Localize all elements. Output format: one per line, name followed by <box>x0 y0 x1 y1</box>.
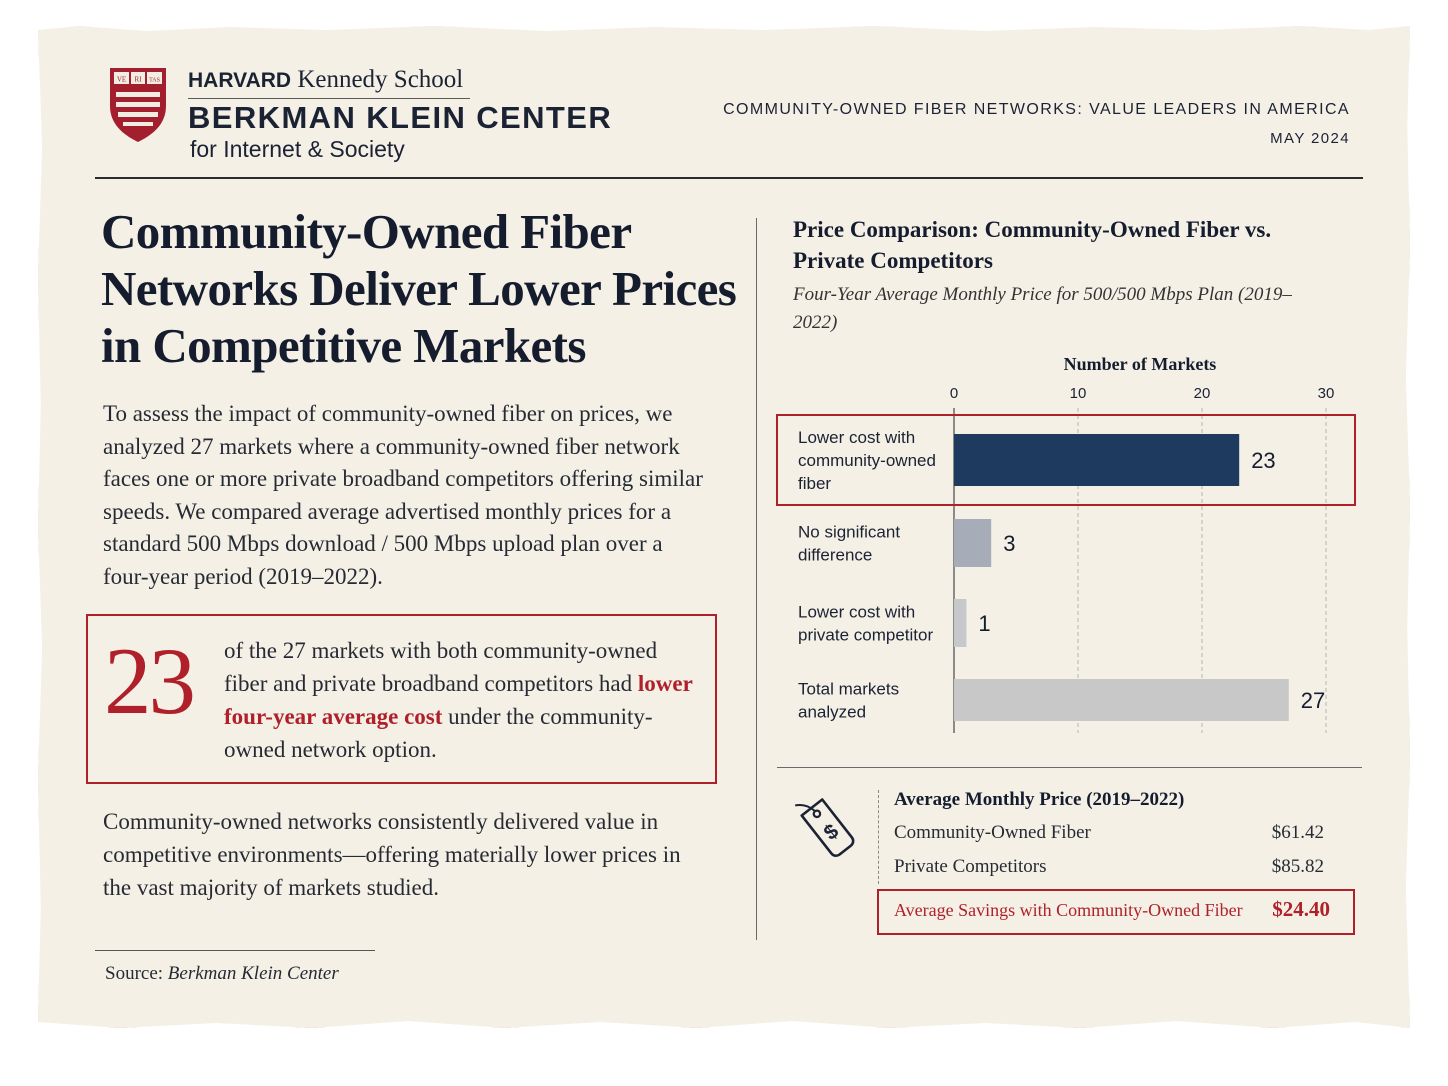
category-label: Lower cost with private competitor <box>798 603 933 645</box>
source-note: Source: Berkman Klein Center <box>105 963 339 985</box>
price-table-title: Average Monthly Price (2019–2022) <box>894 789 1185 810</box>
category-label-line: fiber <box>798 474 831 493</box>
bar <box>954 599 967 647</box>
category-label-line: private competitor <box>798 626 933 645</box>
bar <box>954 434 1240 486</box>
price-tag-dollar-icon: $ <box>794 798 855 858</box>
x-tick-label: 0 <box>950 385 958 402</box>
key-stat-highlight: lower four-year average cost <box>224 671 693 729</box>
category-label-line: No significant <box>798 523 900 542</box>
center-subtitle: for Internet & Society <box>190 136 405 162</box>
x-tick-label: 10 <box>1070 385 1087 402</box>
price-row-community-label: Community-Owned Fiber <box>894 822 1091 843</box>
bar-value-label: 1 <box>978 611 990 636</box>
school-name-underline <box>188 98 470 99</box>
category-label-line: Lower cost with <box>798 603 915 622</box>
paper-card <box>38 26 1410 1028</box>
series-title: COMMUNITY-OWNED FIBER NETWORKS: VALUE LE… <box>723 101 1350 118</box>
shield-text-3: TAS <box>149 78 160 84</box>
category-label: Lower cost with community-owned fiber <box>798 428 936 493</box>
source-label: Source: <box>105 963 168 984</box>
key-stat-number: 23 <box>104 628 196 734</box>
price-row-private-label: Private Competitors <box>894 856 1047 877</box>
shield-book-2 <box>131 72 145 84</box>
category-label-line: community-owned <box>798 451 936 470</box>
school-name: HARVARD Kennedy School <box>188 66 463 94</box>
section-divider <box>777 767 1362 768</box>
bar <box>954 519 992 567</box>
shield-book-3 <box>147 72 162 84</box>
savings-value: $24.40 <box>1272 897 1330 921</box>
price-row-community-value: $61.42 <box>1271 822 1324 843</box>
closing-paragraph: Community-owned networks consistently de… <box>103 809 681 900</box>
bar <box>954 679 1289 721</box>
publication-date: MAY 2024 <box>1270 130 1350 147</box>
intro-paragraph: To assess the impact of community-owned … <box>103 401 703 589</box>
category-label: Total markets analyzed <box>798 680 899 722</box>
shield-text-2: RI <box>135 76 143 84</box>
header-divider <box>95 177 1363 179</box>
source-divider <box>95 950 375 951</box>
price-row-private-value: $85.82 <box>1271 856 1324 877</box>
shield-text-1: VE <box>117 76 126 84</box>
x-tick-label: 20 <box>1194 385 1211 402</box>
school-name-bold: HARVARD <box>188 69 292 92</box>
savings-label: Average Savings with Community-Owned Fib… <box>894 900 1243 920</box>
bar-value-label: 23 <box>1251 448 1275 473</box>
shield-book-1 <box>114 72 129 84</box>
key-stat-text-after: under the community-owned network option… <box>224 704 653 762</box>
x-tick-label: 30 <box>1318 385 1335 402</box>
highlight-frame <box>776 414 1356 506</box>
harvard-shield-logo: VE RI TAS <box>110 68 166 142</box>
x-axis-label: Number of Markets <box>1064 354 1217 374</box>
bar-value-label: 3 <box>1003 531 1015 556</box>
chart-title: Price Comparison: Community-Owned Fiber … <box>793 217 1272 273</box>
savings-box <box>877 889 1355 935</box>
category-label-line: Total markets <box>798 680 899 699</box>
category-label: No significant difference <box>798 523 900 565</box>
category-label-line: analyzed <box>798 703 866 722</box>
bar-chart: Number of Markets 0 10 20 30 23 Lower cost wit… <box>776 354 1356 733</box>
category-label-line: Lower cost with <box>798 428 915 447</box>
category-label-line: difference <box>798 546 872 565</box>
bar-value-label: 27 <box>1301 688 1325 713</box>
center-name: BERKMAN KLEIN CENTER <box>188 100 613 135</box>
column-divider <box>756 218 757 940</box>
table-divider <box>878 790 879 884</box>
school-name-rest: Kennedy School <box>291 66 464 93</box>
chart-subtitle: Four-Year Average Monthly Price for 500/… <box>793 284 1292 333</box>
key-stat-text-before: of the 27 markets with both community-ow… <box>224 638 658 696</box>
key-stat-callout <box>86 614 717 784</box>
headline: Community-Owned Fiber Networks Deliver L… <box>101 204 737 373</box>
key-stat-text: of the 27 markets with both community-ow… <box>224 634 704 766</box>
source-name: Berkman Klein Center <box>167 963 339 984</box>
